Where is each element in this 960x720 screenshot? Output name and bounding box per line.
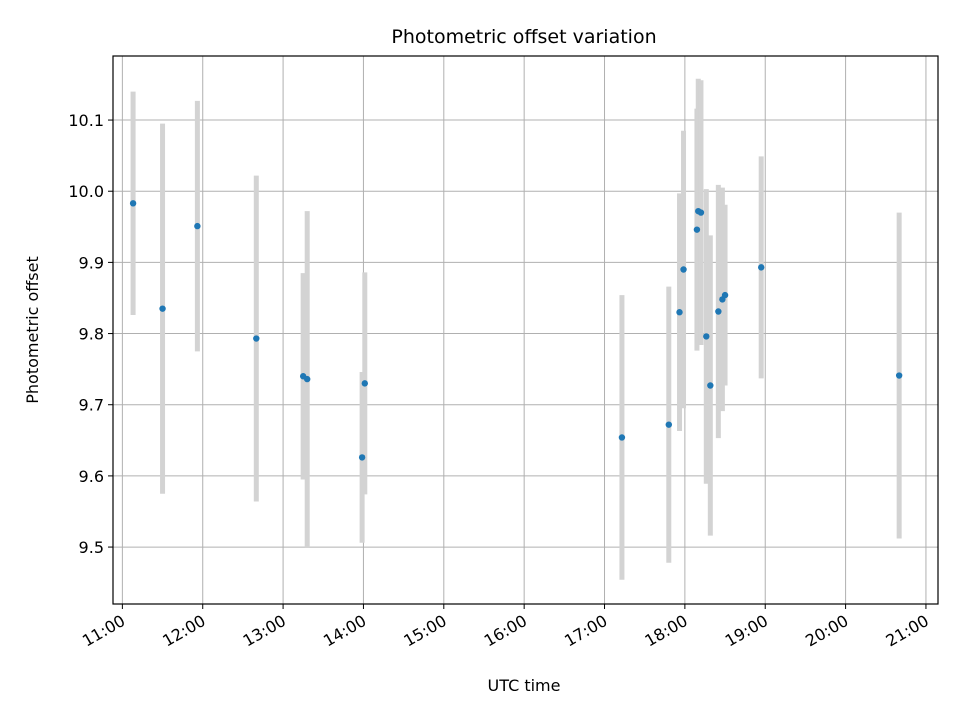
y-tick-label: 9.8 (79, 325, 104, 344)
x-tick-label: 14:00 (320, 611, 369, 651)
x-tick-label: 12:00 (159, 611, 208, 651)
x-tick-label: 11:00 (79, 611, 128, 651)
data-points (129, 200, 903, 461)
y-tick-label: 9.5 (79, 538, 104, 557)
y-axis: 9.5 9.6 9.7 9.8 9.9 10.0 10.1 (68, 111, 113, 557)
data-point (707, 382, 714, 389)
x-tick-label: 20:00 (802, 611, 851, 651)
x-tick-label: 15:00 (400, 611, 449, 651)
y-tick-label: 9.6 (79, 467, 104, 486)
data-point (676, 309, 683, 316)
data-point (358, 454, 366, 461)
x-tick-label: 18:00 (641, 611, 690, 651)
x-tick-label: 19:00 (722, 611, 771, 651)
y-axis-label: Photometric offset (23, 256, 42, 404)
data-point (680, 266, 687, 273)
chart-title: Photometric offset variation (391, 26, 656, 48)
data-point (693, 226, 701, 233)
x-tick-label: 17:00 (561, 611, 610, 651)
data-point (665, 421, 673, 428)
data-point (703, 333, 710, 340)
data-point (618, 434, 626, 441)
x-tick-label: 16:00 (481, 611, 530, 651)
data-point (361, 380, 368, 387)
y-tick-label: 10.1 (68, 111, 104, 130)
x-tick-label: 13:00 (240, 611, 289, 651)
data-point (159, 305, 166, 312)
y-tick-label: 9.7 (79, 396, 104, 415)
y-tick-label: 9.9 (79, 253, 104, 272)
x-tick-label: 21:00 (883, 611, 932, 651)
data-point (721, 291, 729, 299)
data-point (715, 308, 722, 315)
x-axis-label: UTC time (488, 676, 561, 695)
data-point (129, 200, 137, 207)
data-point (253, 335, 260, 342)
data-point (194, 222, 201, 230)
plot-frame (112, 55, 939, 605)
grid (113, 56, 938, 604)
data-point (758, 264, 765, 271)
data-point (895, 372, 903, 379)
y-tick-label: 10.0 (68, 182, 104, 201)
error-bars (130, 78, 902, 580)
data-point (697, 209, 705, 216)
data-point (303, 375, 311, 383)
x-axis: 11:00 12:00 13:00 14:00 15:00 16:00 17:00 18:00… (79, 604, 932, 651)
